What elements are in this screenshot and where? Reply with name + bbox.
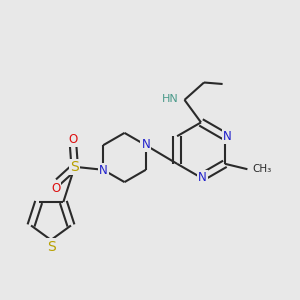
Text: N: N xyxy=(198,171,207,184)
Text: N: N xyxy=(141,138,150,151)
Text: S: S xyxy=(70,160,79,174)
Text: CH₃: CH₃ xyxy=(253,164,272,174)
Text: O: O xyxy=(51,182,60,195)
Text: O: O xyxy=(69,133,78,146)
Text: N: N xyxy=(99,164,108,177)
Text: HN: HN xyxy=(162,94,179,104)
Text: N: N xyxy=(223,130,232,143)
Text: S: S xyxy=(46,240,56,254)
